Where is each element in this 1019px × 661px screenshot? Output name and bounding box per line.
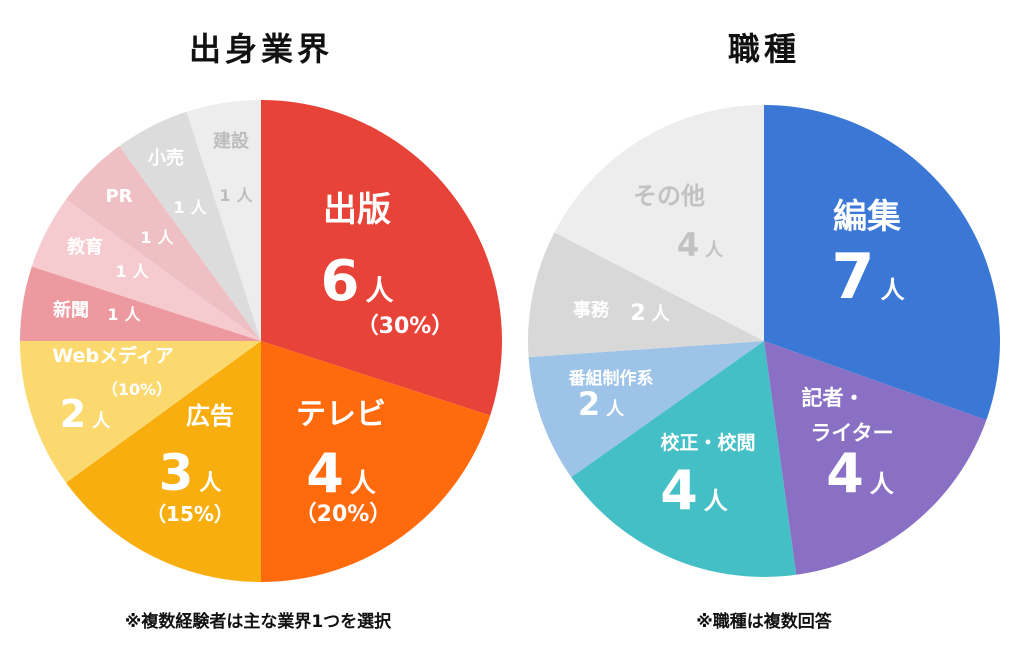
pie-slice-1-5	[554, 104, 764, 341]
slice-name-1-1-a: 記者・	[802, 386, 865, 410]
pie-slice-0-0	[261, 100, 502, 416]
slice-unit: 人	[125, 305, 142, 324]
slice-unit: 人	[199, 471, 221, 496]
slice-unit: 人	[237, 186, 254, 205]
slice-unit: 人	[92, 411, 111, 432]
pie-slice-1-2	[571, 341, 797, 577]
slice-unit: 人	[191, 198, 208, 217]
slice-name-0-1: テレビ	[296, 397, 386, 432]
slice-name-1-0: 編集	[833, 197, 901, 237]
pie-slice-0-8	[186, 100, 261, 341]
slice-percent-0-2: （15%）	[146, 502, 234, 526]
slice-name-1-5: その他	[633, 182, 705, 210]
pie-slice-1-1	[764, 341, 987, 575]
pie-slice-0-2	[66, 341, 261, 582]
industry-pie	[20, 100, 502, 582]
slice-unit: 人	[870, 470, 894, 498]
pie-slice-0-6	[66, 146, 261, 341]
slice-name-1-4: 事務	[573, 299, 610, 321]
slice-count: 3	[159, 444, 194, 502]
slice-unit: 人	[606, 399, 625, 420]
slice-count: 1	[107, 305, 118, 324]
pie-slice-1-0	[764, 105, 1000, 421]
slice-count: 1	[173, 198, 184, 217]
slice-unit: 人	[704, 487, 728, 515]
slice-count: 2	[60, 392, 86, 436]
slice-name-0-4: 新聞	[53, 299, 89, 321]
slice-percent-0-1: （20%）	[295, 502, 392, 527]
slice-name-0-3: Webメディア	[52, 344, 173, 367]
slice-count: 1	[219, 186, 230, 205]
slice-name-0-0: 出版	[323, 190, 391, 230]
slice-count: 2	[578, 385, 600, 423]
slice-percent-0-0: （30%）	[357, 314, 454, 339]
pie-slice-0-1	[261, 341, 491, 582]
slice-count: 4	[826, 442, 864, 505]
slice-count: 1	[140, 228, 151, 247]
slice-name-0-5: 教育	[67, 236, 103, 258]
slice-name-1-1-b: ライター	[810, 421, 893, 445]
slice-unit: 人	[881, 276, 905, 304]
slice-name-0-8: 建設	[213, 130, 250, 152]
job-type-chart-title: 職種	[728, 30, 800, 68]
pie-slice-0-5	[31, 199, 261, 341]
slice-unit: 人	[350, 469, 376, 499]
slice-name-1-3: 番組制作系	[568, 368, 654, 389]
slice-name-0-7: 小売	[148, 147, 184, 169]
pie-slice-1-4	[528, 232, 764, 358]
pie-slice-0-4	[20, 266, 261, 341]
pie-slice-0-7	[119, 111, 262, 341]
slice-unit: 人	[365, 274, 393, 307]
slice-unit: 人	[652, 304, 671, 325]
slice-unit: 人	[705, 240, 724, 261]
job-type-pie	[528, 104, 1000, 577]
slice-count: 2	[630, 301, 645, 326]
slice-count: 6	[321, 249, 360, 314]
slice-count: 1	[115, 262, 126, 281]
industry-chart-title: 出身業界	[189, 30, 333, 68]
slice-unit: 人	[158, 228, 175, 247]
pie-slice-1-3	[528, 341, 764, 478]
slice-name-0-2: 広告	[186, 402, 234, 430]
slice-name-1-2: 校正・校閲	[660, 431, 755, 454]
slice-count: 7	[831, 240, 874, 313]
slice-count: 4	[677, 226, 699, 264]
pie-slice-0-3	[20, 341, 261, 483]
slice-percent-0-3: （10%）	[102, 380, 172, 399]
slice-count: 4	[660, 459, 698, 522]
industry-chart-note: ※複数経験者は主な業界1つを選択	[125, 611, 392, 632]
slice-name-0-6: PR	[105, 186, 132, 207]
job-type-chart-note: ※職種は複数回答	[696, 611, 833, 632]
slice-unit: 人	[133, 262, 150, 281]
slice-count: 4	[306, 442, 344, 505]
